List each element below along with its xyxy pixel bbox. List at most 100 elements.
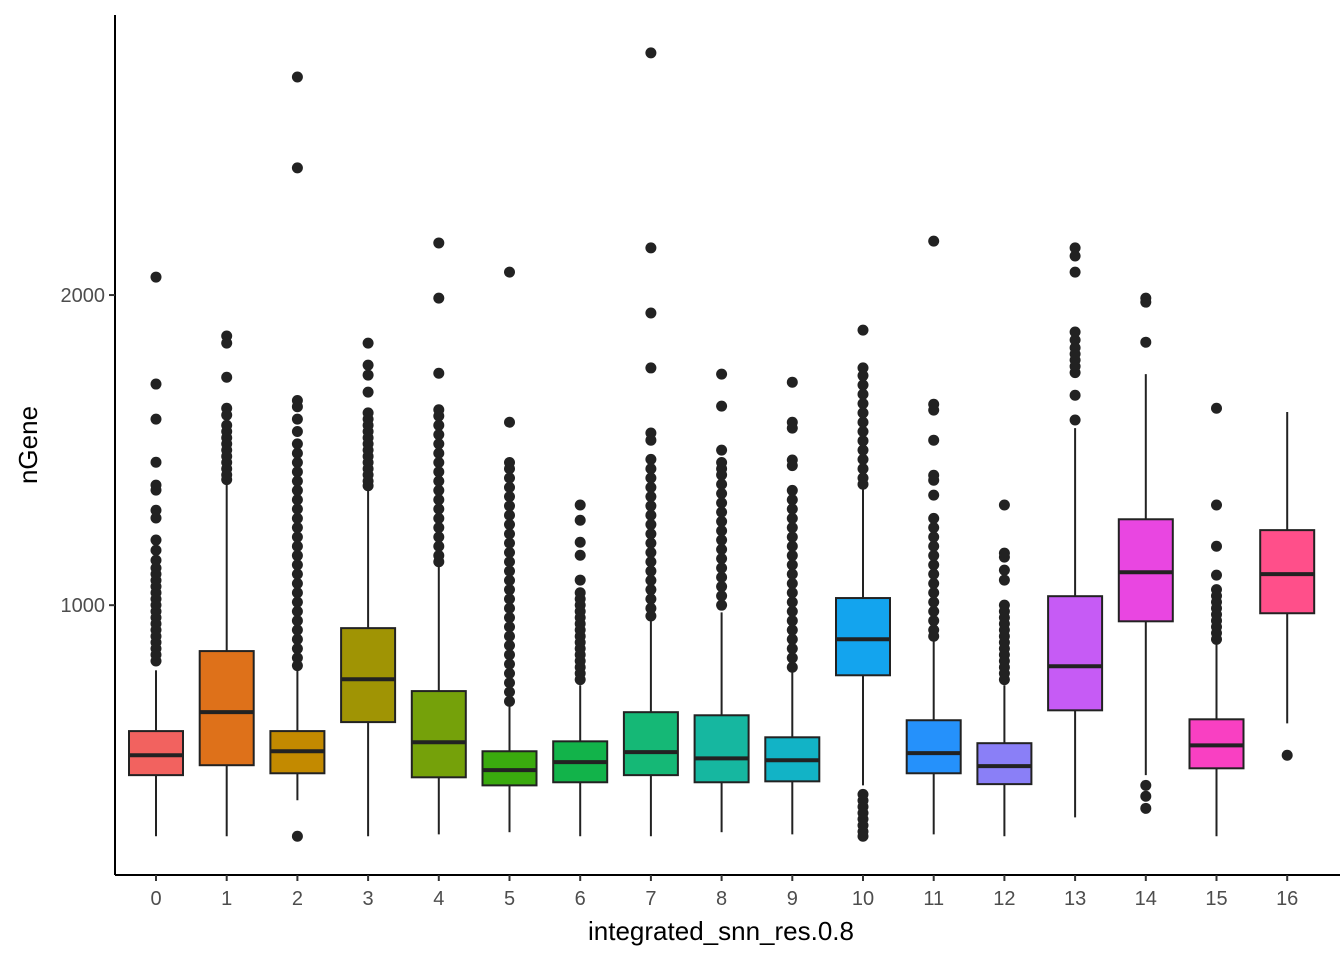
outlier-point [1140,790,1152,802]
outlier-point [1281,749,1293,761]
outlier-point [716,581,728,593]
outlier-point [1211,569,1222,581]
outlier-point [786,568,798,580]
outlier-point [504,519,515,531]
outlier-point [928,615,940,627]
outlier-point [150,378,162,390]
outlier-point [857,398,869,410]
x-tick-label: 11 [923,888,944,910]
outlier-point [291,660,303,672]
outlier-point [574,674,586,686]
x-tick-label: 1 [221,888,232,910]
outlier-point [291,605,303,617]
outlier-point [786,460,798,472]
outlier-point [645,362,657,374]
outlier-point [928,596,940,608]
x-tick-label: 6 [575,888,586,910]
box-iqr [976,742,1033,786]
outlier-point [433,475,445,487]
outlier-point [504,695,515,707]
outlier-point [857,444,869,456]
outlier-point [786,484,798,496]
outlier-point [150,512,162,524]
outlier-point [504,658,515,670]
box-0 [128,271,184,837]
outlier-point [504,621,515,633]
x-tick-label: 15 [1205,888,1227,910]
outlier-point [362,386,374,398]
outlier-point [645,307,657,319]
outlier-point [645,434,657,446]
outlier-point [928,522,940,534]
outlier-point [645,593,657,605]
outlier-point [786,615,798,627]
outlier-point [645,565,657,577]
outlier-point [857,407,869,419]
outlier-point [504,593,515,605]
outlier-point [857,388,869,400]
outlier-point [504,602,515,614]
box-16 [1259,411,1316,761]
outlier-point [857,362,869,374]
outlier-point [291,615,303,627]
outlier-point [1140,779,1152,791]
outlier-point [291,531,303,543]
outlier-point [433,237,445,249]
box-7 [622,47,679,837]
box-iqr [905,719,962,775]
outlier-point [716,534,728,546]
outlier-point [786,605,798,617]
outlier-point [291,559,303,571]
outlier-point [150,504,162,516]
outlier-point [433,494,445,506]
y-tick-label: 2000 [61,285,106,307]
outlier-point [150,271,162,283]
outlier-point [786,596,798,608]
outlier-point [716,590,728,602]
outlier-point [291,413,303,425]
outlier-point [998,499,1010,511]
outlier-point [857,379,869,391]
outlier-point [504,677,515,689]
outlier-point [786,633,798,645]
outlier-point [504,640,515,652]
outlier-point [928,568,940,580]
outlier-point [786,550,798,562]
box-iqr [128,730,184,777]
outlier-point [221,371,233,383]
outlier-point [645,556,657,568]
outlier-point [786,512,798,524]
outlier-point [998,674,1010,686]
outlier-point [857,830,869,842]
outlier-point [786,643,798,655]
outlier-point [150,554,162,566]
outlier-point [645,602,657,614]
box-9 [764,376,821,835]
outlier-point [291,447,303,459]
outlier-point [716,488,728,500]
x-tick-label: 4 [433,888,444,910]
y-ticks: 1000 2000 [61,285,115,617]
outlier-point [433,556,445,568]
x-tick-label: 13 [1064,888,1086,910]
box-iqr [410,690,467,779]
x-tick-label: 2 [292,888,303,910]
outlier-point [504,612,515,624]
outlier-point [150,534,162,546]
outlier-point [221,474,233,486]
x-tick-label: 8 [716,888,727,910]
outlier-point [433,484,445,496]
box-11 [905,235,962,835]
outlier-point [362,359,374,371]
outlier-point [716,599,728,611]
outlier-point [1069,414,1081,426]
outlier-point [574,549,586,561]
outlier-point [786,587,798,599]
outlier-point [716,525,728,537]
y-axis-label: nGene [13,406,43,484]
outlier-point [433,457,445,469]
outlier-point [786,652,798,664]
box-iqr [622,711,679,777]
box-5 [481,266,538,833]
outlier-point [645,546,657,558]
